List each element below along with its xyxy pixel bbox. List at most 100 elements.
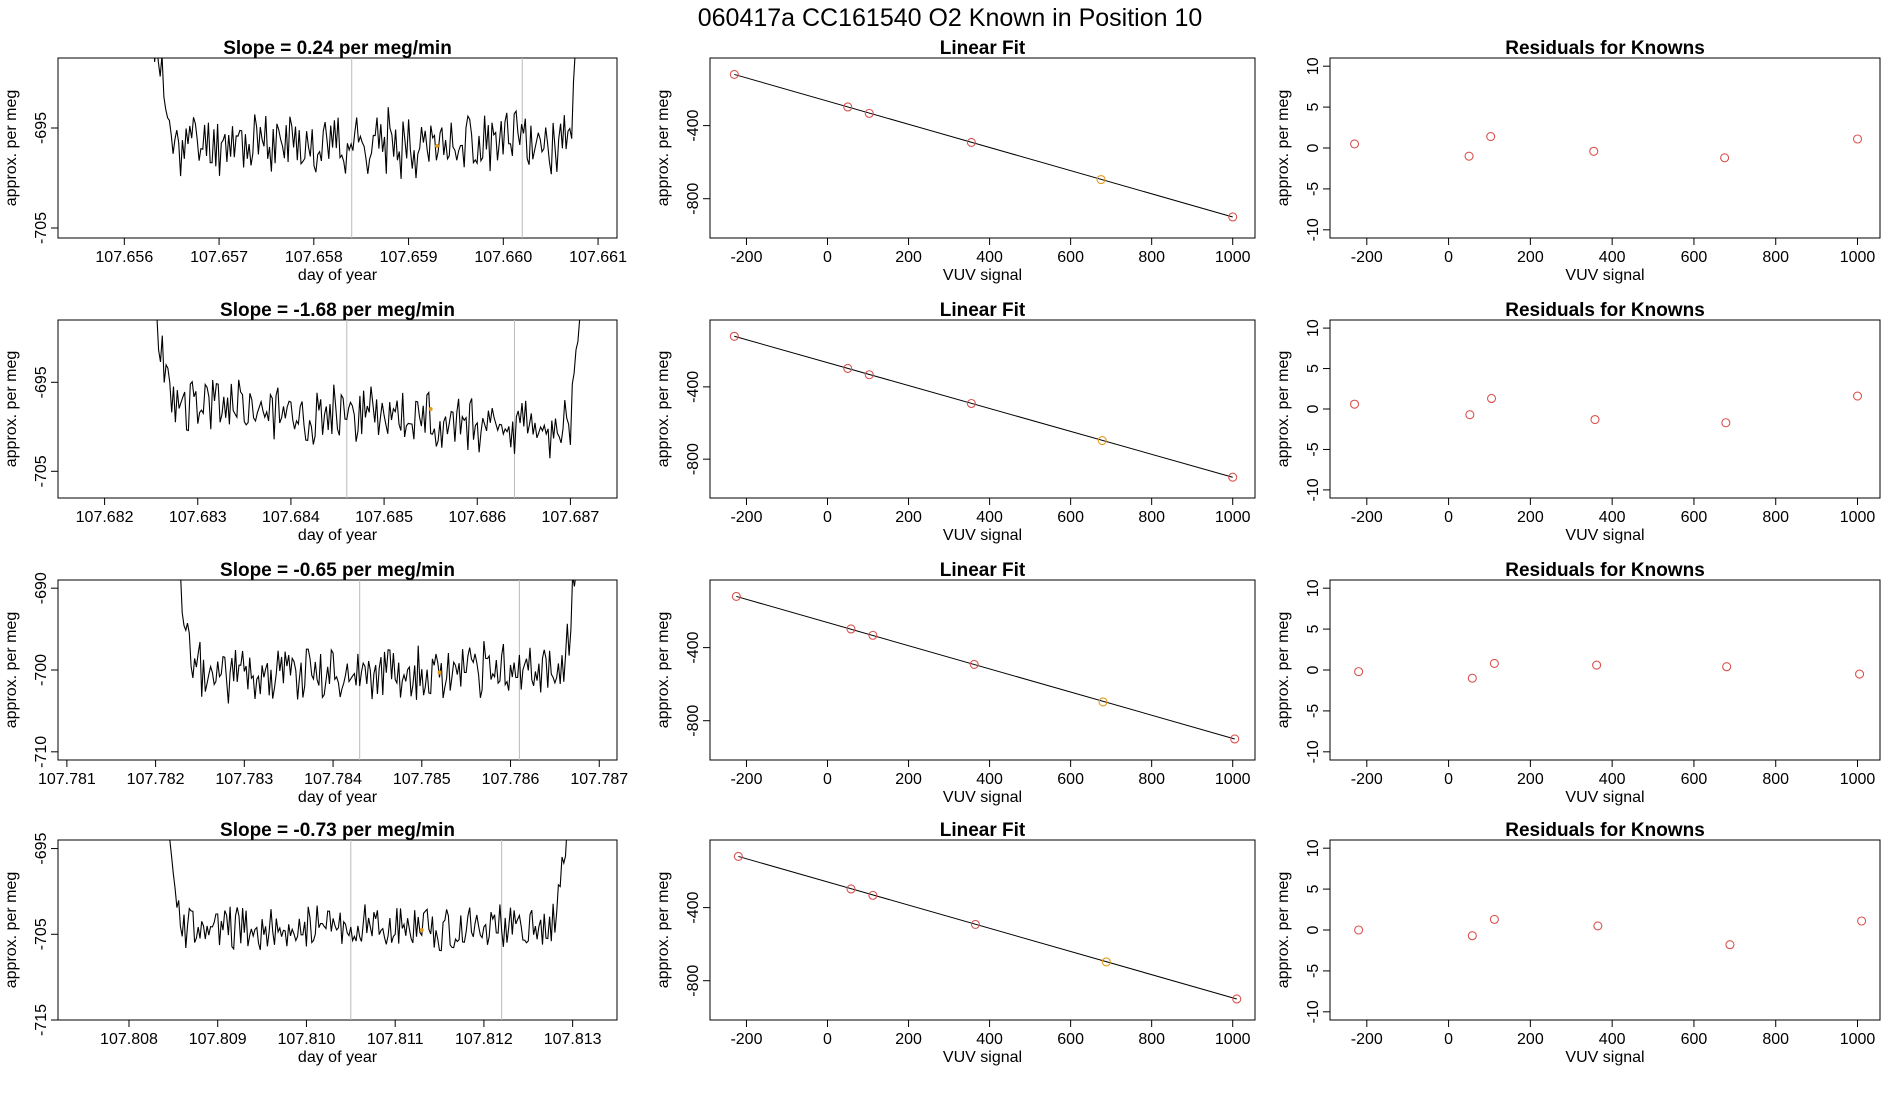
x-tick-label: 107.813: [544, 1031, 602, 1048]
x-tick-label: 200: [895, 509, 922, 526]
data-point: [864, 370, 874, 380]
panel-scatter-5: Linear Fit -200 0 200 400 600 800 1000 -400 -800 V…: [655, 300, 1256, 544]
x-tick-label: 600: [1681, 249, 1708, 266]
x-tick-label: 200: [895, 249, 922, 266]
x-tick-label: 1000: [1840, 249, 1876, 266]
panel-title: Slope = -0.73 per meg/min: [220, 820, 455, 841]
x-axis-label: VUV signal: [1565, 1049, 1644, 1066]
y-axis-label: approx. per meg: [1275, 90, 1292, 207]
data-point: [1349, 399, 1360, 409]
highlight-point: [437, 670, 442, 675]
data-point: [1486, 131, 1496, 142]
data-point: [969, 659, 979, 669]
y-tick-label: -695: [33, 112, 50, 144]
panel-line-4: Slope = -1.68 per meg/min 107.682 107.683 1…: [3, 300, 618, 544]
y-tick-label: 0: [1305, 143, 1322, 152]
x-axis-label: VUV signal: [1565, 789, 1644, 806]
y-tick-label: -10: [1305, 1000, 1322, 1023]
plot-area: [1349, 391, 1863, 428]
series-trace: [153, 58, 576, 179]
x-tick-label: 107.811: [367, 1031, 424, 1048]
y-tick-label: -705: [33, 212, 50, 244]
y-tick-label: -705: [33, 455, 50, 487]
x-tick-label: 107.785: [393, 771, 451, 788]
x-tick-label: -200: [1351, 509, 1383, 526]
plot-frame: [1329, 839, 1881, 1021]
data-point: [1592, 660, 1602, 670]
data-point: [1465, 410, 1475, 420]
x-tick-label: 400: [976, 771, 1003, 788]
data-point: [1096, 174, 1106, 185]
plot-frame: [709, 57, 1256, 239]
x-tick-label: 800: [1138, 509, 1165, 526]
data-point: [1101, 957, 1111, 967]
x-tick-label: 0: [1444, 1031, 1453, 1048]
plot-frame: [709, 319, 1256, 499]
series-trace: [169, 840, 567, 952]
x-tick-label: 107.783: [215, 771, 273, 788]
data-point: [868, 890, 878, 900]
data-point: [1722, 662, 1732, 672]
fit-line: [736, 595, 1235, 740]
x-tick-label: 107.812: [455, 1031, 513, 1048]
y-tick-label: 10: [1305, 319, 1322, 337]
x-axis-label: VUV signal: [943, 789, 1022, 806]
x-axis-label: VUV signal: [1565, 267, 1644, 284]
plot-area: [153, 58, 576, 238]
y-tick-label: -800: [685, 965, 702, 997]
y-axis-label: approx. per meg: [655, 90, 672, 207]
data-point: [966, 137, 976, 147]
x-tick-label: 107.656: [95, 249, 153, 266]
data-point: [731, 591, 741, 601]
x-tick-label: 1000: [1215, 1031, 1251, 1048]
series-trace: [180, 580, 576, 704]
y-axis-label: approx. per meg: [3, 872, 20, 989]
x-tick-label: 0: [1444, 249, 1453, 266]
panel-title: Residuals for Knowns: [1505, 560, 1705, 581]
x-tick-label: 1000: [1215, 249, 1251, 266]
plot-area: [729, 69, 1238, 222]
x-tick-label: 200: [1517, 509, 1544, 526]
plot-frame: [709, 839, 1256, 1021]
panel-title: Linear Fit: [940, 820, 1026, 841]
x-axis-label: day of year: [298, 789, 378, 806]
y-tick-label: -400: [685, 892, 702, 924]
x-tick-label: 107.787: [570, 771, 628, 788]
x-tick-label: 107.661: [569, 249, 627, 266]
data-point: [1486, 393, 1497, 404]
x-tick-label: -200: [1351, 771, 1383, 788]
highlight-point: [419, 928, 424, 932]
panel-title: Residuals for Knowns: [1505, 820, 1705, 841]
y-tick-label: 5: [1305, 364, 1322, 373]
y-tick-label: 10: [1305, 57, 1322, 75]
data-point: [1228, 472, 1238, 482]
panel-title: Slope = -1.68 per meg/min: [220, 300, 455, 321]
plot-frame: [1329, 57, 1881, 239]
x-tick-label: -200: [1351, 249, 1383, 266]
x-tick-label: 600: [1057, 771, 1084, 788]
y-tick-label: -705: [33, 918, 50, 950]
plot-frame: [57, 57, 618, 239]
y-tick-label: 10: [1305, 839, 1322, 857]
panel-line-1: Slope = 0.24 per meg/min 107.656 107.657 10…: [3, 38, 627, 284]
x-tick-label: 107.686: [448, 509, 506, 526]
x-axis-label: day of year: [298, 1049, 378, 1066]
x-tick-label: 1000: [1840, 1031, 1876, 1048]
x-tick-label: 107.786: [482, 771, 540, 788]
plot-area: [169, 840, 567, 1020]
y-tick-label: -5: [1305, 964, 1322, 978]
x-tick-label: 200: [895, 771, 922, 788]
y-axis-label: approx. per meg: [655, 872, 672, 989]
panel-title: Residuals for Knowns: [1505, 300, 1705, 321]
data-point: [1230, 734, 1240, 744]
x-tick-label: 107.660: [474, 249, 532, 266]
highlight-point: [428, 407, 433, 411]
x-tick-label: 200: [895, 1031, 922, 1048]
x-tick-label: 800: [1762, 1031, 1789, 1048]
panel-scatter-9: Residuals for Knowns-200 0 200 400 600 800 100…: [1275, 560, 1881, 806]
panel-scatter-2: Linear Fit -200 0 200 400 600 800 1000 -400 -800 V…: [655, 38, 1256, 284]
data-point: [868, 630, 878, 640]
x-tick-label: 800: [1138, 771, 1165, 788]
panel-title: Linear Fit: [940, 560, 1026, 581]
